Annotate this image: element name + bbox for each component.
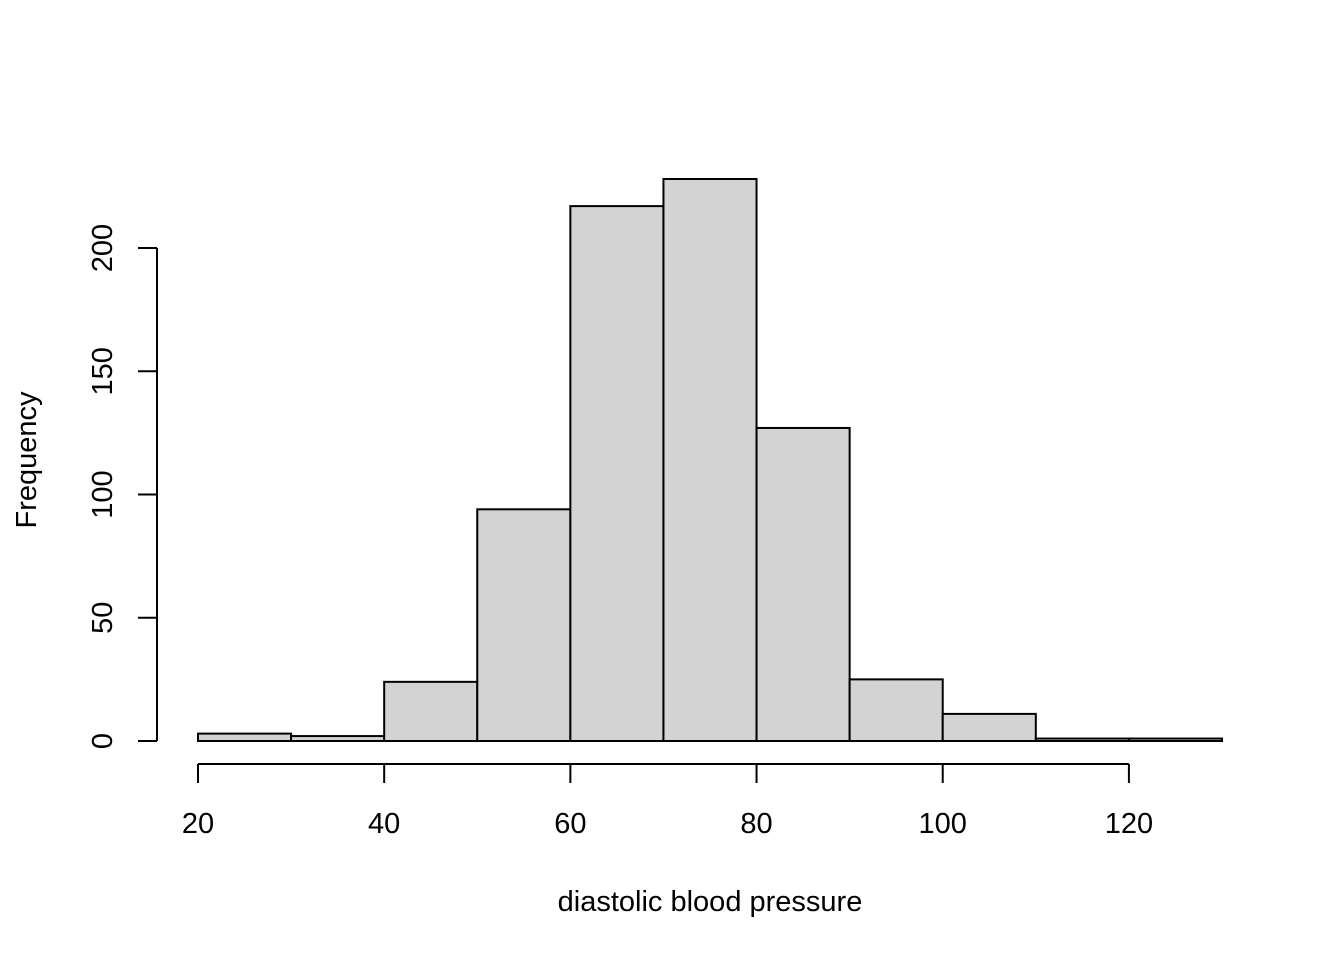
- x-tick-label-120: 120: [1105, 808, 1153, 840]
- histogram-bar-90-100: [848, 678, 944, 743]
- histogram-bars: [197, 178, 1223, 743]
- histogram-bar-30-40: [290, 735, 386, 743]
- histogram-bar-70-80: [662, 178, 758, 742]
- x-tick-label-20: 20: [182, 808, 214, 840]
- y-axis-title: Frequency: [11, 391, 43, 529]
- histogram-bar-50-60: [476, 508, 572, 742]
- histogram-bar-20-30: [197, 732, 293, 743]
- histogram-bar-120-130: [1127, 737, 1223, 743]
- y-tick-label-0: 0: [87, 733, 119, 749]
- x-tick-label-60: 60: [554, 808, 586, 840]
- y-tick-label-150: 150: [87, 347, 119, 395]
- histogram-bar-40-50: [383, 680, 479, 742]
- histogram-bar-80-90: [755, 426, 851, 742]
- x-axis-title: diastolic blood pressure: [558, 886, 863, 918]
- y-tick-label-50: 50: [87, 602, 119, 634]
- y-axis: 0 50 100 150 200: [87, 224, 158, 749]
- y-tick-label-100: 100: [87, 470, 119, 518]
- histogram-bar-100-110: [941, 712, 1037, 743]
- x-tick-label-100: 100: [919, 808, 967, 840]
- y-tick-label-200: 200: [87, 224, 119, 272]
- x-axis: 20 40 60 80 100 120: [182, 763, 1153, 840]
- x-tick-label-40: 40: [368, 808, 400, 840]
- histogram-bar-110-120: [1034, 737, 1130, 743]
- x-tick-label-80: 80: [740, 808, 772, 840]
- histogram-bar-60-70: [569, 205, 665, 743]
